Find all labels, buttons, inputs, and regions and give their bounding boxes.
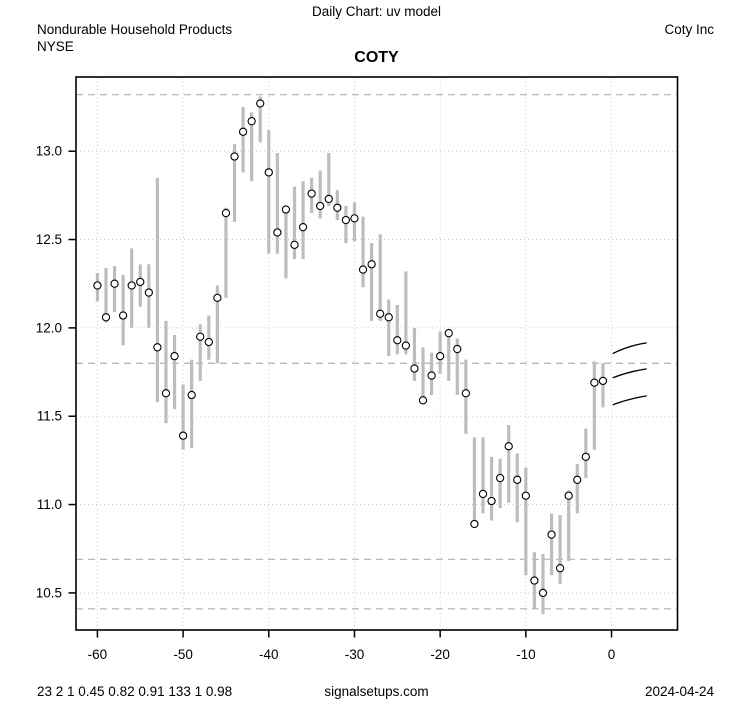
- close-marker: [555, 564, 565, 573]
- y-tick-label: 11.0: [37, 497, 62, 512]
- close-marker: [461, 389, 471, 398]
- y-tick-labels: 10.5 11.0 11.5 12.0 12.5 13.0: [36, 144, 62, 601]
- y-tick-label: 10.5: [36, 585, 62, 600]
- close-marker: [118, 311, 128, 320]
- close-marker: [256, 99, 265, 108]
- close-marker: [144, 288, 153, 297]
- close-marker: [453, 344, 462, 354]
- close-marker: [495, 473, 505, 483]
- close-marker: [187, 390, 196, 400]
- close-marker: [204, 337, 213, 347]
- close-marker: [367, 260, 376, 269]
- close-marker: [238, 127, 248, 136]
- y-gridlines: [76, 150, 678, 594]
- close-marker: [213, 293, 222, 302]
- close-marker: [444, 329, 453, 338]
- close-marker: [333, 203, 342, 212]
- y-tick-label: 13.0: [36, 144, 62, 159]
- close-marker: [178, 431, 188, 440]
- close-marker: [436, 352, 445, 361]
- x-tick-label: 0: [608, 647, 616, 662]
- close-marker: [324, 194, 333, 204]
- company-name: Coty Inc: [664, 22, 714, 37]
- close-marker: [127, 281, 136, 290]
- close-marker: [101, 313, 111, 322]
- close-marker: [110, 279, 119, 288]
- footer-website: signalsetups.com: [324, 684, 429, 699]
- forecast-curve: [612, 395, 647, 406]
- close-marker: [93, 281, 102, 290]
- x-tick-label: -10: [516, 647, 536, 662]
- close-marker: [170, 352, 179, 361]
- x-tick-label: -40: [259, 647, 279, 662]
- close-marker: [196, 332, 205, 341]
- close-marker: [341, 215, 351, 225]
- close-markers: [93, 99, 608, 598]
- footer-date: 2024-04-24: [644, 684, 714, 699]
- close-marker: [384, 313, 393, 322]
- close-marker: [470, 519, 479, 529]
- plot-border: [75, 76, 679, 631]
- forecast-curve: [612, 368, 647, 379]
- close-marker: [427, 371, 436, 380]
- x-tick-label: -50: [173, 647, 193, 662]
- close-marker: [264, 168, 273, 177]
- close-marker: [487, 496, 496, 506]
- close-marker: [590, 378, 599, 387]
- close-marker: [290, 240, 299, 249]
- close-marker: [401, 341, 411, 350]
- industry-label: Nondurable Household Products: [37, 22, 233, 37]
- y-tick-label: 12.0: [36, 320, 62, 335]
- close-marker: [393, 336, 402, 345]
- close-marker: [410, 364, 419, 373]
- close-marker: [316, 201, 325, 211]
- close-marker: [547, 530, 556, 539]
- close-marker: [513, 475, 522, 484]
- x-axis-ticks: [96, 630, 613, 638]
- close-marker: [504, 442, 513, 451]
- close-marker: [350, 214, 359, 223]
- close-marker: [161, 389, 171, 398]
- close-marker: [230, 152, 239, 161]
- x-tick-labels: -60 -50 -40 -30 -20 -10 0: [88, 647, 616, 662]
- close-marker: [478, 489, 488, 499]
- exchange-label: NYSE: [37, 39, 74, 54]
- y-tick-label: 11.5: [37, 409, 62, 424]
- close-marker: [281, 205, 291, 214]
- x-tick-label: -20: [430, 647, 450, 662]
- forecast-curve: [612, 342, 647, 355]
- close-marker: [581, 452, 590, 462]
- close-marker: [358, 265, 368, 274]
- close-marker: [418, 396, 428, 405]
- symbol-title: COTY: [354, 49, 399, 66]
- close-marker: [153, 343, 162, 352]
- close-marker: [598, 376, 608, 386]
- y-tick-label: 12.5: [36, 232, 62, 247]
- close-marker: [530, 576, 539, 585]
- close-marker: [273, 228, 282, 237]
- close-marker: [136, 277, 145, 287]
- y-axis-ticks: [68, 150, 76, 594]
- close-marker: [298, 223, 308, 232]
- footer-stats: 23 2 1 0.45 0.82 0.91 133 1 0.98: [37, 684, 233, 699]
- price-bars: [95, 96, 605, 615]
- close-marker: [376, 309, 385, 318]
- close-marker: [573, 475, 582, 484]
- close-marker: [564, 491, 573, 500]
- x-tick-label: -60: [88, 647, 108, 662]
- x-tick-label: -30: [345, 647, 365, 662]
- close-marker: [521, 491, 530, 500]
- chart-type-title: Daily Chart: uv model: [311, 4, 442, 19]
- close-marker: [538, 588, 548, 598]
- close-marker: [221, 208, 231, 218]
- close-marker: [247, 117, 256, 126]
- dashed-levels: [76, 94, 678, 610]
- close-marker: [307, 189, 316, 198]
- forecast-curves: [612, 342, 647, 406]
